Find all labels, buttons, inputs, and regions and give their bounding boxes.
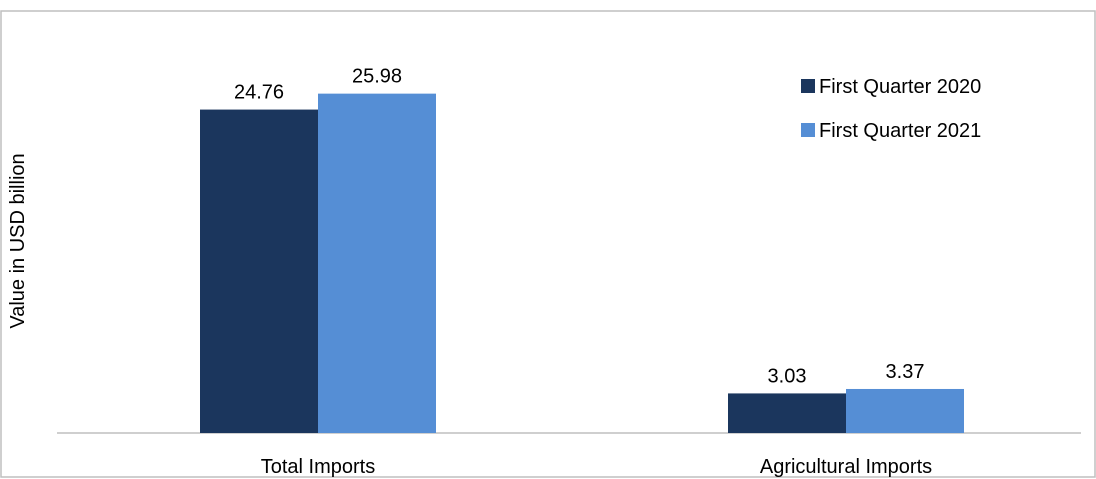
legend-label-first-quarter-2020: First Quarter 2020	[819, 76, 981, 98]
bar-total-imports-first-quarter-2021	[318, 93, 436, 433]
legend-swatch-first-quarter-2021	[801, 123, 815, 137]
value-label-total-imports-first-quarter-2020: 24.76	[234, 82, 284, 104]
bar-agricultural-imports-first-quarter-2021	[846, 388, 964, 433]
bar-group	[200, 93, 964, 433]
y-axis-label: Value in USD billion	[7, 153, 29, 328]
value-label-agricultural-imports-first-quarter-2020: 3.03	[768, 365, 807, 387]
bar-agricultural-imports-first-quarter-2020	[728, 393, 846, 433]
value-label-agricultural-imports-first-quarter-2021: 3.37	[886, 361, 925, 383]
legend-swatch-first-quarter-2020	[801, 79, 815, 93]
category-label-group: Total Imports Agricultural Imports	[261, 456, 932, 478]
value-label-group: 24.76 25.98 3.03 3.37	[234, 66, 925, 388]
bar-total-imports-first-quarter-2020	[200, 109, 318, 433]
x-tick-label-agricultural-imports: Agricultural Imports	[760, 456, 932, 478]
x-tick-label-total-imports: Total Imports	[261, 456, 375, 478]
legend-label-first-quarter-2021: First Quarter 2021	[819, 120, 981, 142]
value-label-total-imports-first-quarter-2021: 25.98	[352, 66, 402, 88]
legend: First Quarter 2020 First Quarter 2021	[801, 76, 981, 142]
